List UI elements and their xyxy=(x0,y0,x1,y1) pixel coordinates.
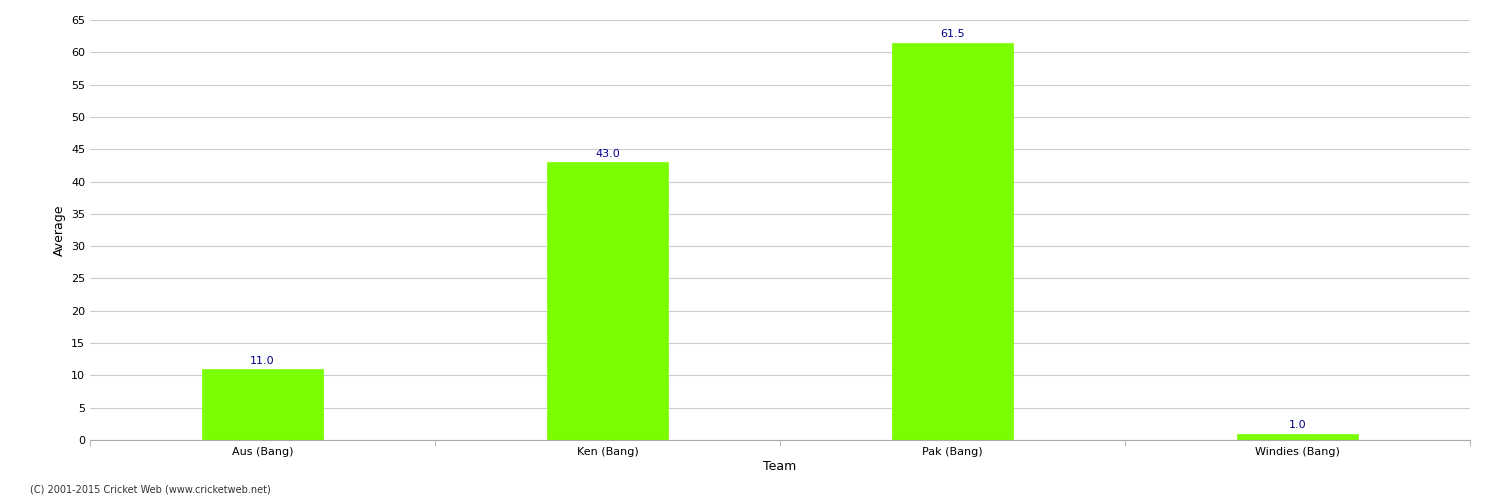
Bar xyxy=(892,42,1013,440)
Text: (C) 2001-2015 Cricket Web (www.cricketweb.net): (C) 2001-2015 Cricket Web (www.cricketwe… xyxy=(30,485,270,495)
Text: 43.0: 43.0 xyxy=(596,149,619,159)
X-axis label: Team: Team xyxy=(764,460,796,472)
Bar xyxy=(202,369,322,440)
Bar xyxy=(548,162,668,440)
Text: 61.5: 61.5 xyxy=(940,30,964,40)
Text: 11.0: 11.0 xyxy=(251,356,274,366)
Bar xyxy=(1238,434,1358,440)
Text: 1.0: 1.0 xyxy=(1288,420,1306,430)
Y-axis label: Average: Average xyxy=(53,204,66,256)
